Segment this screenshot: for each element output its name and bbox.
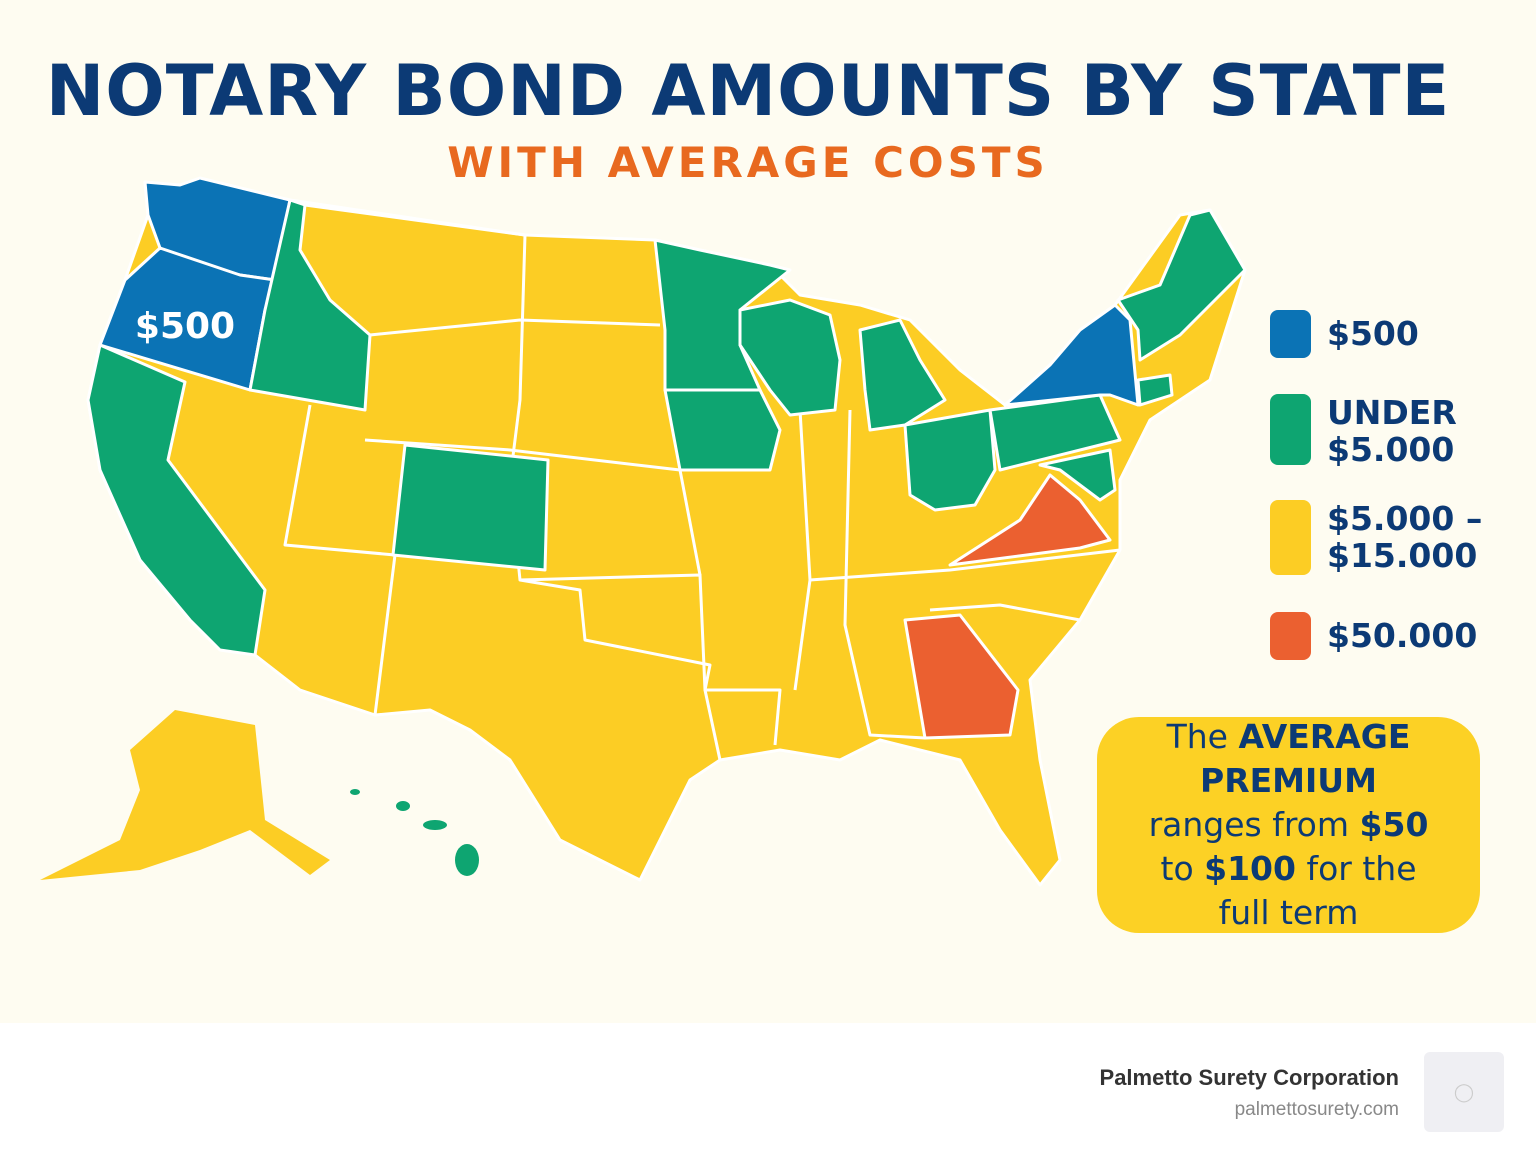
legend-swatch-orange: [1270, 612, 1311, 660]
state-idaho: [248, 198, 372, 412]
state-hawaii-island: [423, 820, 447, 830]
state-connecticut: [1136, 373, 1174, 407]
state-borders: [364, 438, 702, 576]
legend-label: $5.000: [1327, 430, 1455, 469]
state-borders: [809, 548, 1121, 582]
state-borders: [369, 318, 661, 337]
page-subtitle: WITH AVERAGE COSTS: [447, 138, 1049, 187]
legend-item-5000-15000: $5.000 – $15.000: [1270, 500, 1482, 575]
state-michigan: [858, 318, 947, 432]
footer: [0, 1023, 1536, 1154]
legend-label: $50.000: [1327, 616, 1478, 655]
legend-item-under-5000: UNDER $5.000: [1270, 394, 1457, 468]
legend-label: $15.000: [1327, 536, 1478, 575]
state-borders: [929, 603, 1081, 622]
legend-label: $5.000 –: [1327, 499, 1483, 538]
legend-item-50000: $50.000: [1270, 612, 1477, 660]
state-new-england-green: [1116, 208, 1247, 362]
state-georgia: [903, 613, 1020, 740]
bear-logo-icon: ◯: [1424, 1052, 1504, 1132]
state-virginia: [948, 473, 1112, 567]
legend-label: UNDER: [1327, 393, 1457, 432]
legend-label: $500: [1327, 314, 1419, 353]
state-hawaii-island: [396, 801, 410, 811]
state-alaska: [40, 710, 330, 880]
page-title: NOTARY BOND AMOUNTS BY STATE: [45, 50, 1451, 132]
legend-item-500: $500: [1270, 310, 1419, 358]
average-premium-callout: The AVERAGE PREMIUM ranges from $50 to $…: [1097, 717, 1480, 933]
state-borders: [793, 409, 812, 691]
state-colorado: [391, 443, 550, 572]
footer-url[interactable]: palmettosurety.com: [1234, 1099, 1399, 1120]
state-wisconsin: [738, 298, 842, 417]
us-map: $500: [40, 176, 1247, 887]
legend-swatch-blue: [1270, 310, 1311, 358]
state-iowa: [663, 388, 782, 472]
state-maryland-delaware: [1038, 448, 1117, 502]
map-label-500: $500: [135, 306, 235, 347]
state-hawaii-island: [350, 789, 360, 795]
state-borders: [843, 409, 926, 740]
legend-swatch-yellow: [1270, 500, 1311, 575]
state-california: [86, 343, 267, 657]
state-hawaii: [455, 844, 479, 876]
state-new-york: [1003, 303, 1140, 407]
legend-swatch-green: [1270, 394, 1311, 465]
state-borders: [519, 578, 782, 746]
footer-company-name: Palmetto Surety Corporation: [1099, 1065, 1399, 1090]
state-ohio: [903, 408, 997, 512]
state-borders: [283, 404, 397, 716]
